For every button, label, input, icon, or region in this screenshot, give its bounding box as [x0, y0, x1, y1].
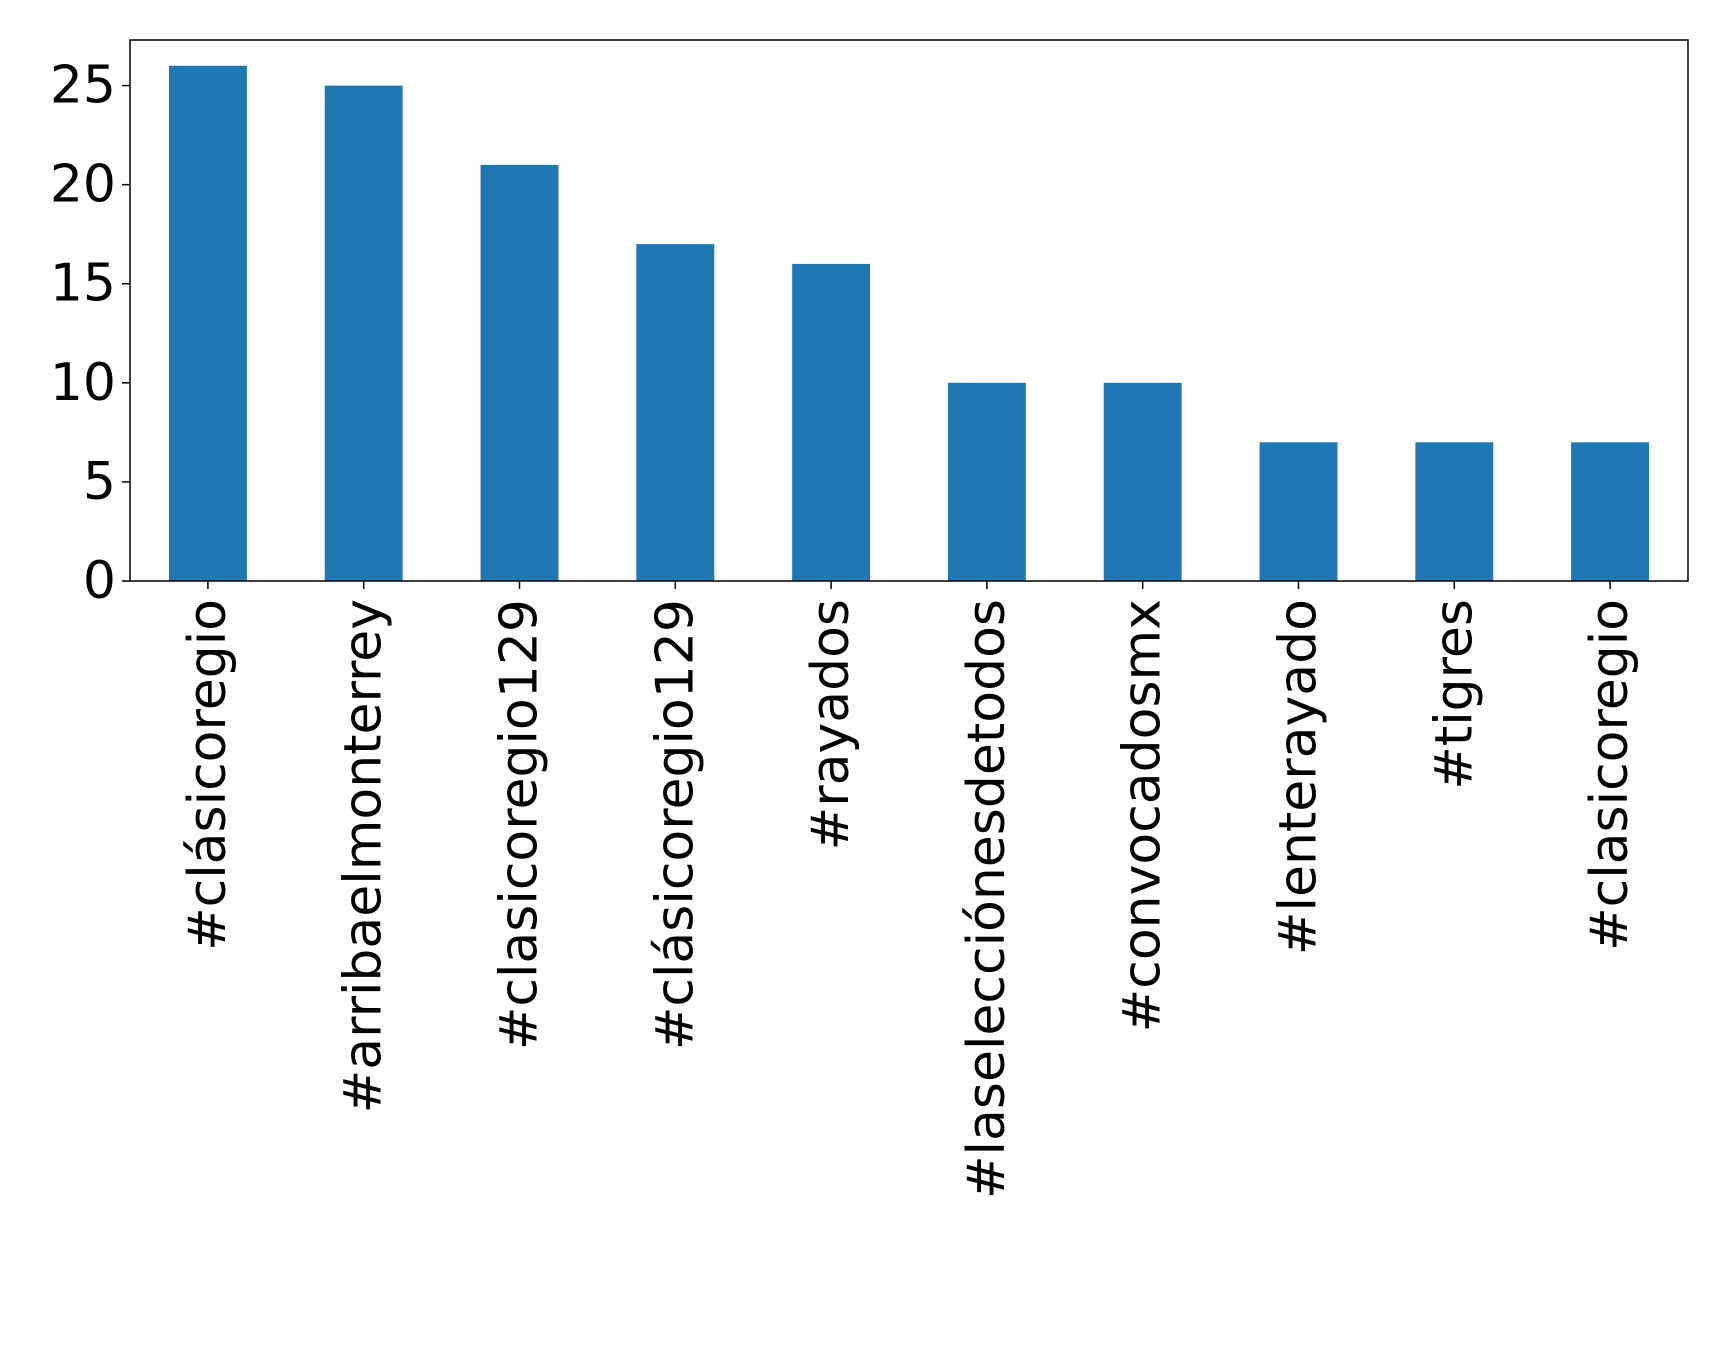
- y-axis: 0 5 10 15 20 25: [50, 56, 130, 611]
- bar-8: [1415, 442, 1494, 581]
- y-tick-label-4: 20: [50, 155, 116, 215]
- x-tick-label-1: #arribaelmonterrey: [334, 599, 394, 1113]
- x-axis: #clásicoregio #arribaelmonterrey #clasicor…: [178, 581, 1640, 1199]
- bars-layer: [168, 65, 1650, 581]
- y-tick-label-1: 5: [83, 452, 116, 512]
- x-tick-label-8: #tigres: [1424, 599, 1484, 790]
- y-tick-label-2: 10: [50, 353, 116, 413]
- x-tick-label-6: #convocadosmx: [1113, 599, 1173, 1032]
- y-tick-label-5: 25: [50, 56, 116, 116]
- bar-0: [168, 65, 247, 581]
- bar-2: [480, 164, 559, 581]
- y-tick-label-0: 0: [83, 551, 116, 611]
- bar-6: [1103, 382, 1182, 581]
- x-tick-label-4: #rayados: [801, 599, 861, 850]
- bar-5: [947, 382, 1026, 581]
- y-tick-label-3: 15: [50, 254, 116, 314]
- bar-1: [324, 85, 403, 581]
- x-tick-label-0: #clásicoregio: [178, 599, 238, 951]
- x-tick-label-5: #laselecciónesdetodos: [957, 599, 1017, 1199]
- x-tick-label-7: #lenterayado: [1269, 599, 1329, 955]
- bar-3: [636, 244, 715, 581]
- x-tick-label-3: #clásicoregio129: [645, 599, 705, 1050]
- bar-4: [792, 263, 871, 581]
- bar-7: [1259, 442, 1338, 581]
- bar-9: [1571, 442, 1650, 581]
- x-tick-label-2: #clasicoregio129: [490, 599, 550, 1050]
- x-tick-label-9: #clasicoregio: [1580, 599, 1640, 951]
- plot-frame: [129, 39, 1689, 582]
